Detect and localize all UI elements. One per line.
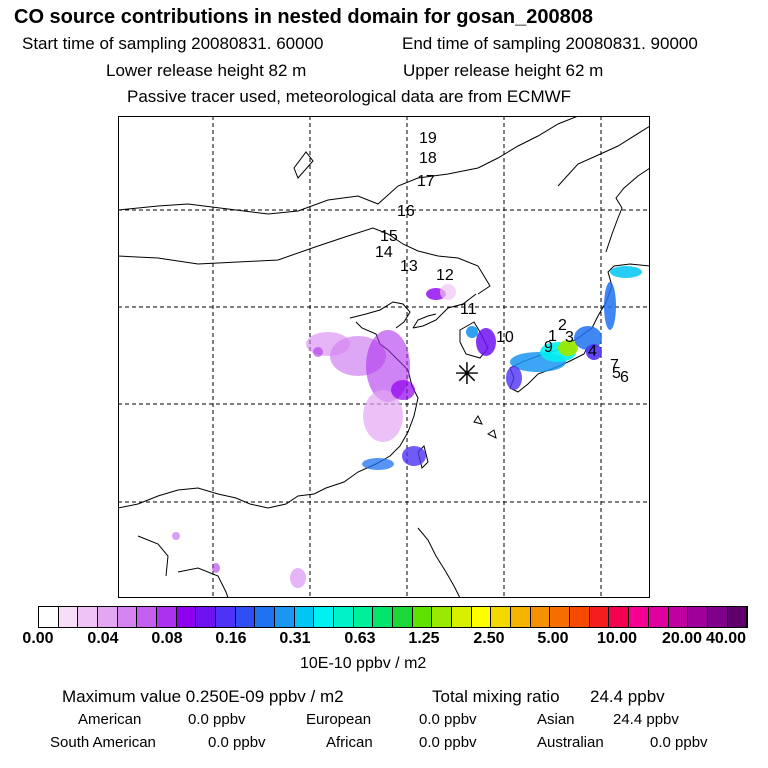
- colorbar-segment: [629, 607, 649, 627]
- total-mixing-ratio-value: 24.4 ppbv: [590, 687, 665, 706]
- colorbar-segment: [668, 607, 689, 627]
- trajectory-label: 9: [544, 339, 553, 356]
- colorbar-segment: [471, 607, 492, 627]
- source-contribution-map: 19 18 17 16 15 14 13 12 11 10 9 1 2 3 4 …: [118, 116, 650, 598]
- upper-height-label: Upper release height 62 m: [403, 61, 604, 80]
- maximum-value-label: Maximum value 0.250E-09 ppbv / m2: [62, 687, 344, 706]
- region-name: African: [326, 734, 373, 751]
- colorbar-segment: [78, 607, 99, 627]
- trajectory-label: 3: [565, 329, 574, 346]
- colorbar-segment: [373, 607, 394, 627]
- colorbar-segment: [452, 607, 472, 627]
- colorbar-tick: 2.50: [473, 630, 505, 647]
- colorbar-segment: [491, 607, 512, 627]
- trajectory-label: 6: [620, 369, 629, 386]
- start-time-label: Start time of sampling 20080831. 60000: [22, 34, 324, 53]
- trajectory-label: 12: [436, 267, 454, 284]
- colorbar-segment: [176, 607, 197, 627]
- colorbar-segment: [98, 607, 118, 627]
- trajectory-label: 17: [417, 173, 435, 190]
- total-mixing-ratio-label: Total mixing ratio: [432, 687, 560, 706]
- colorbar-tick: 0.63: [344, 630, 376, 647]
- colorbar-segment: [550, 607, 571, 627]
- trajectory-label: 2: [558, 317, 567, 334]
- colorbar-segment: [648, 607, 669, 627]
- region-value: 0.0 ppbv: [419, 711, 477, 728]
- trajectory-label: 18: [419, 150, 437, 167]
- region-name: Australian: [537, 734, 604, 751]
- lower-height-label: Lower release height 82 m: [106, 61, 307, 80]
- colorbar-tick: 0.00: [22, 630, 54, 647]
- plot-title: CO source contributions in nested domain…: [14, 6, 594, 28]
- trajectory-label: 15: [380, 228, 398, 245]
- colorbar-segment: [255, 607, 276, 627]
- colorbar-segment: [393, 607, 413, 627]
- trajectory-label: 11: [460, 301, 477, 318]
- colorbar-segment: [353, 607, 374, 627]
- colorbar-segment: [117, 607, 138, 627]
- colorbar-segment: [235, 607, 256, 627]
- region-value: 0.0 ppbv: [419, 734, 477, 751]
- region-value: 0.0 ppbv: [208, 734, 266, 751]
- colorbar-segment: [275, 607, 295, 627]
- colorbar-tick: 0.31: [279, 630, 311, 647]
- colorbar-segment: [727, 607, 748, 627]
- trajectory-labels: 19 18 17 16 15 14 13 12 11 10 9 1 2 3 4 …: [375, 130, 629, 386]
- concentration-field: [172, 266, 642, 588]
- colorbar-segment: [196, 607, 217, 627]
- trajectory-label: 13: [400, 258, 418, 275]
- trajectory-label: 10: [496, 329, 514, 346]
- colorbar-segment: [216, 607, 236, 627]
- colorbar-tick: 0.16: [215, 630, 247, 647]
- colorbar-segment: [432, 607, 453, 627]
- colorbar-tick: 1.25: [408, 630, 440, 647]
- colorbar-segment: [511, 607, 531, 627]
- colorbar-tick: 0.08: [151, 630, 183, 647]
- region-value: 0.0 ppbv: [650, 734, 708, 751]
- colorbar-segment: [707, 607, 728, 627]
- trajectory-label: 16: [397, 203, 415, 220]
- colorbar-tick: 5.00: [537, 630, 569, 647]
- trajectory-label: 7: [610, 357, 619, 374]
- region-name: European: [306, 711, 372, 728]
- colorbar-segment: [570, 607, 590, 627]
- trajectory-label: 1: [548, 328, 557, 345]
- region-name: American: [78, 711, 142, 728]
- colorbar-unit-label: 10E-10 ppbv / m2: [300, 655, 427, 672]
- trajectory-label: 5: [612, 365, 621, 382]
- colorbar-segment: [609, 607, 630, 627]
- colorbar-segment: [137, 607, 158, 627]
- colorbar-segment: [157, 607, 177, 627]
- region-value: 24.4 ppbv: [613, 711, 679, 728]
- colorbar-segment: [39, 607, 59, 627]
- region-name: South American: [50, 734, 156, 751]
- colorbar-tick: 40.00: [705, 630, 747, 647]
- colorbar-segment: [334, 607, 354, 627]
- colorbar-segment: [314, 607, 335, 627]
- colorbar-tick: 20.00: [661, 630, 703, 647]
- colorbar-segment: [589, 607, 610, 627]
- colorbar-segment: [412, 607, 433, 627]
- colorbar-segment: [294, 607, 315, 627]
- receptor-marker-icon: ✳: [454, 357, 479, 392]
- trajectory-label: 19: [419, 130, 437, 147]
- trajectory-label: 4: [588, 343, 597, 360]
- region-value: 0.0 ppbv: [188, 711, 246, 728]
- trajectory-label: 14: [375, 244, 393, 261]
- tracer-note: Passive tracer used, meteorological data…: [127, 87, 572, 106]
- colorbar-segment: [688, 607, 708, 627]
- region-name: Asian: [537, 711, 575, 728]
- colorbar-tick: 10.00: [596, 630, 638, 647]
- colorbar: [38, 606, 748, 628]
- end-time-label: End time of sampling 20080831. 90000: [402, 34, 698, 53]
- colorbar-tick: 0.04: [87, 630, 119, 647]
- colorbar-segment: [530, 607, 551, 627]
- colorbar-segment: [58, 607, 79, 627]
